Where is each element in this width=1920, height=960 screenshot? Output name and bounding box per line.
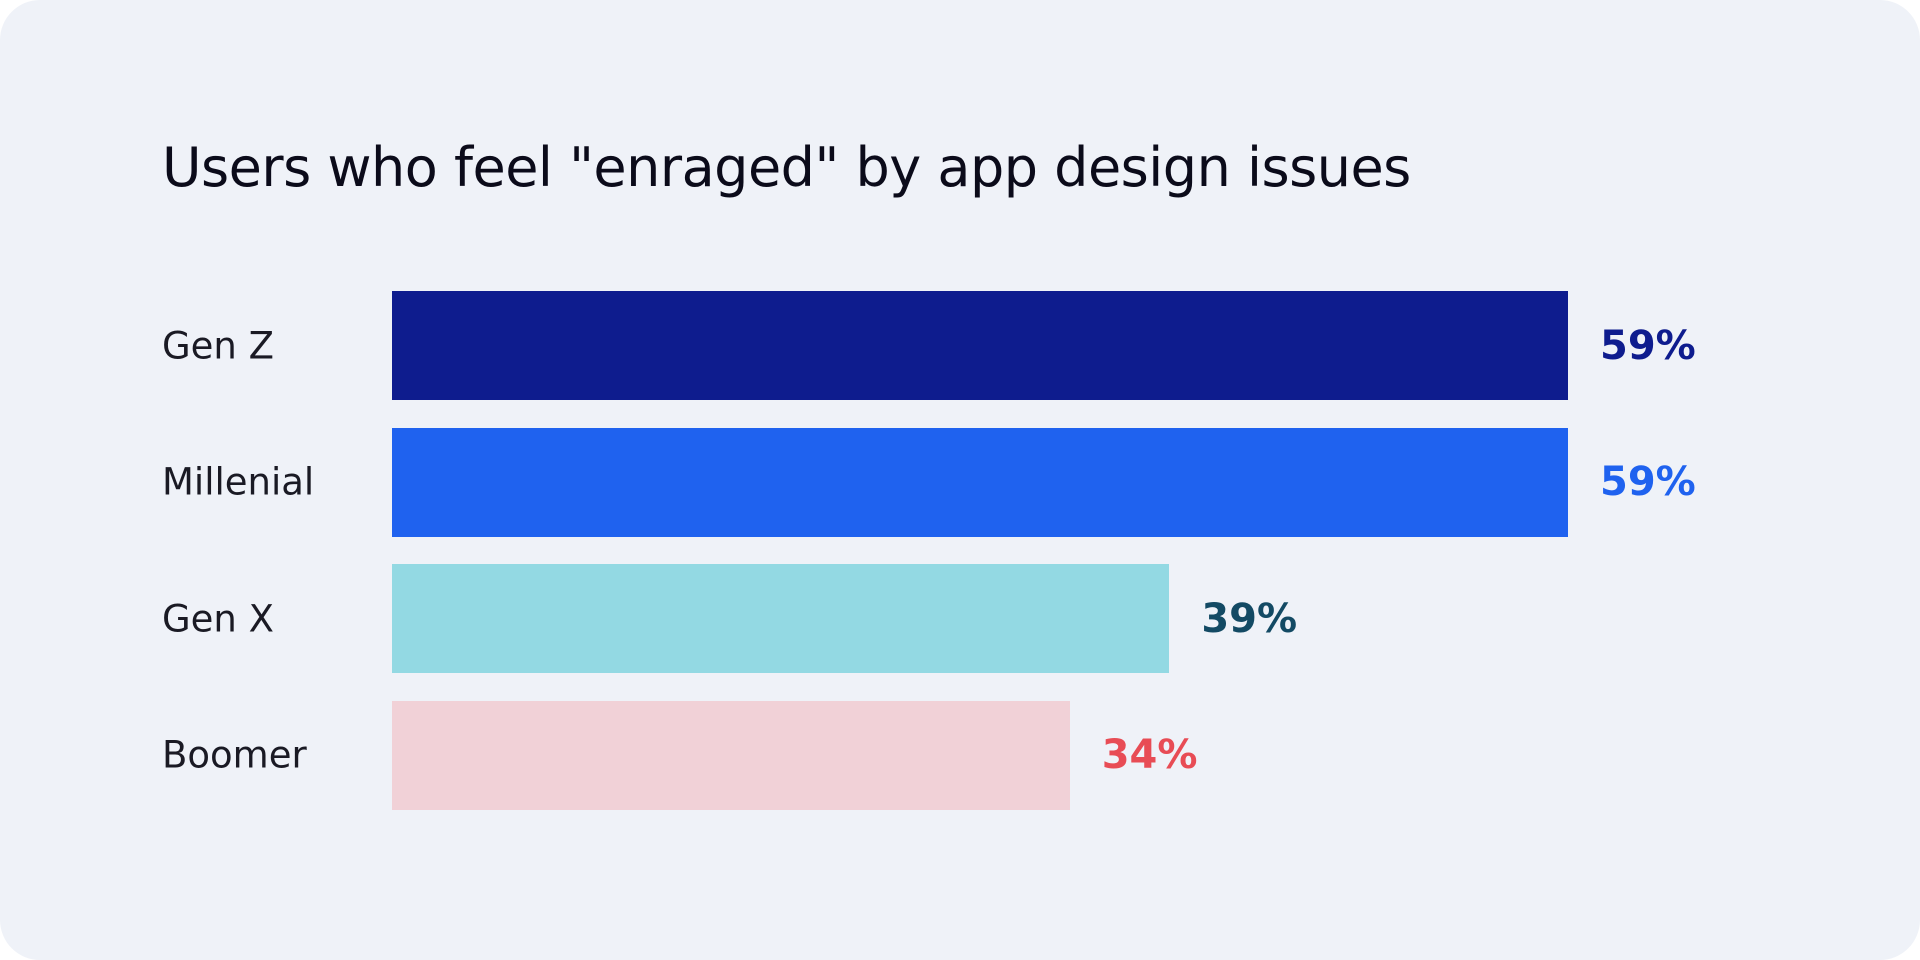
data-label: 59% bbox=[1600, 322, 1696, 369]
category-label: Gen X bbox=[162, 597, 274, 640]
data-label: 59% bbox=[1600, 459, 1696, 505]
data-label: 34% bbox=[1101, 732, 1198, 778]
category-label: Gen Z bbox=[162, 324, 274, 367]
data-label: 39% bbox=[1201, 595, 1298, 642]
bar-millenial bbox=[392, 427, 1568, 537]
bar-gen-x bbox=[392, 564, 1170, 673]
chart-title: Users who feel "enraged" by app design i… bbox=[162, 136, 1411, 199]
bar-boomer bbox=[392, 700, 1070, 810]
category-label: Millenial bbox=[162, 460, 315, 504]
bar-gen-z bbox=[392, 291, 1568, 400]
category-label: Boomer bbox=[162, 733, 307, 777]
